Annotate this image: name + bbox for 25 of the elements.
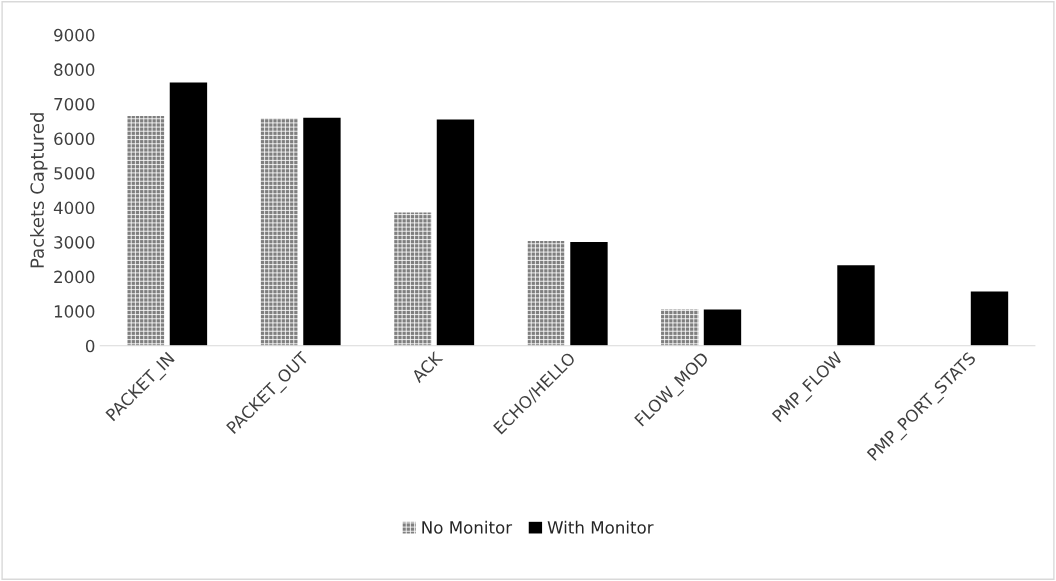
y-tick-label: 6000 bbox=[54, 132, 95, 146]
bar bbox=[703, 309, 742, 346]
bar bbox=[303, 117, 341, 346]
bar bbox=[527, 241, 565, 346]
bar bbox=[970, 291, 1009, 346]
legend-label: With Monitor bbox=[547, 520, 654, 534]
bar bbox=[127, 116, 165, 346]
y-tick-label: 0 bbox=[85, 339, 95, 353]
bar bbox=[570, 242, 608, 346]
y-axis-title: Packets Captured bbox=[30, 113, 48, 268]
y-tick-label: 1000 bbox=[54, 305, 95, 318]
y-tick-label: 2000 bbox=[54, 270, 95, 284]
bar bbox=[436, 119, 475, 346]
legend-label: No Monitor bbox=[422, 520, 513, 534]
bar bbox=[260, 118, 298, 346]
y-tick-label: 4000 bbox=[53, 201, 95, 215]
y-tick-label: 7000 bbox=[54, 97, 95, 111]
y-tick-label: 8000 bbox=[54, 63, 95, 76]
bar bbox=[169, 82, 208, 346]
bar bbox=[661, 309, 699, 346]
y-tick-label: 5000 bbox=[54, 166, 95, 180]
y-tick-label: 9000 bbox=[54, 28, 95, 42]
bar bbox=[837, 265, 875, 346]
y-tick-label: 3000 bbox=[54, 236, 95, 249]
bar bbox=[394, 212, 432, 346]
